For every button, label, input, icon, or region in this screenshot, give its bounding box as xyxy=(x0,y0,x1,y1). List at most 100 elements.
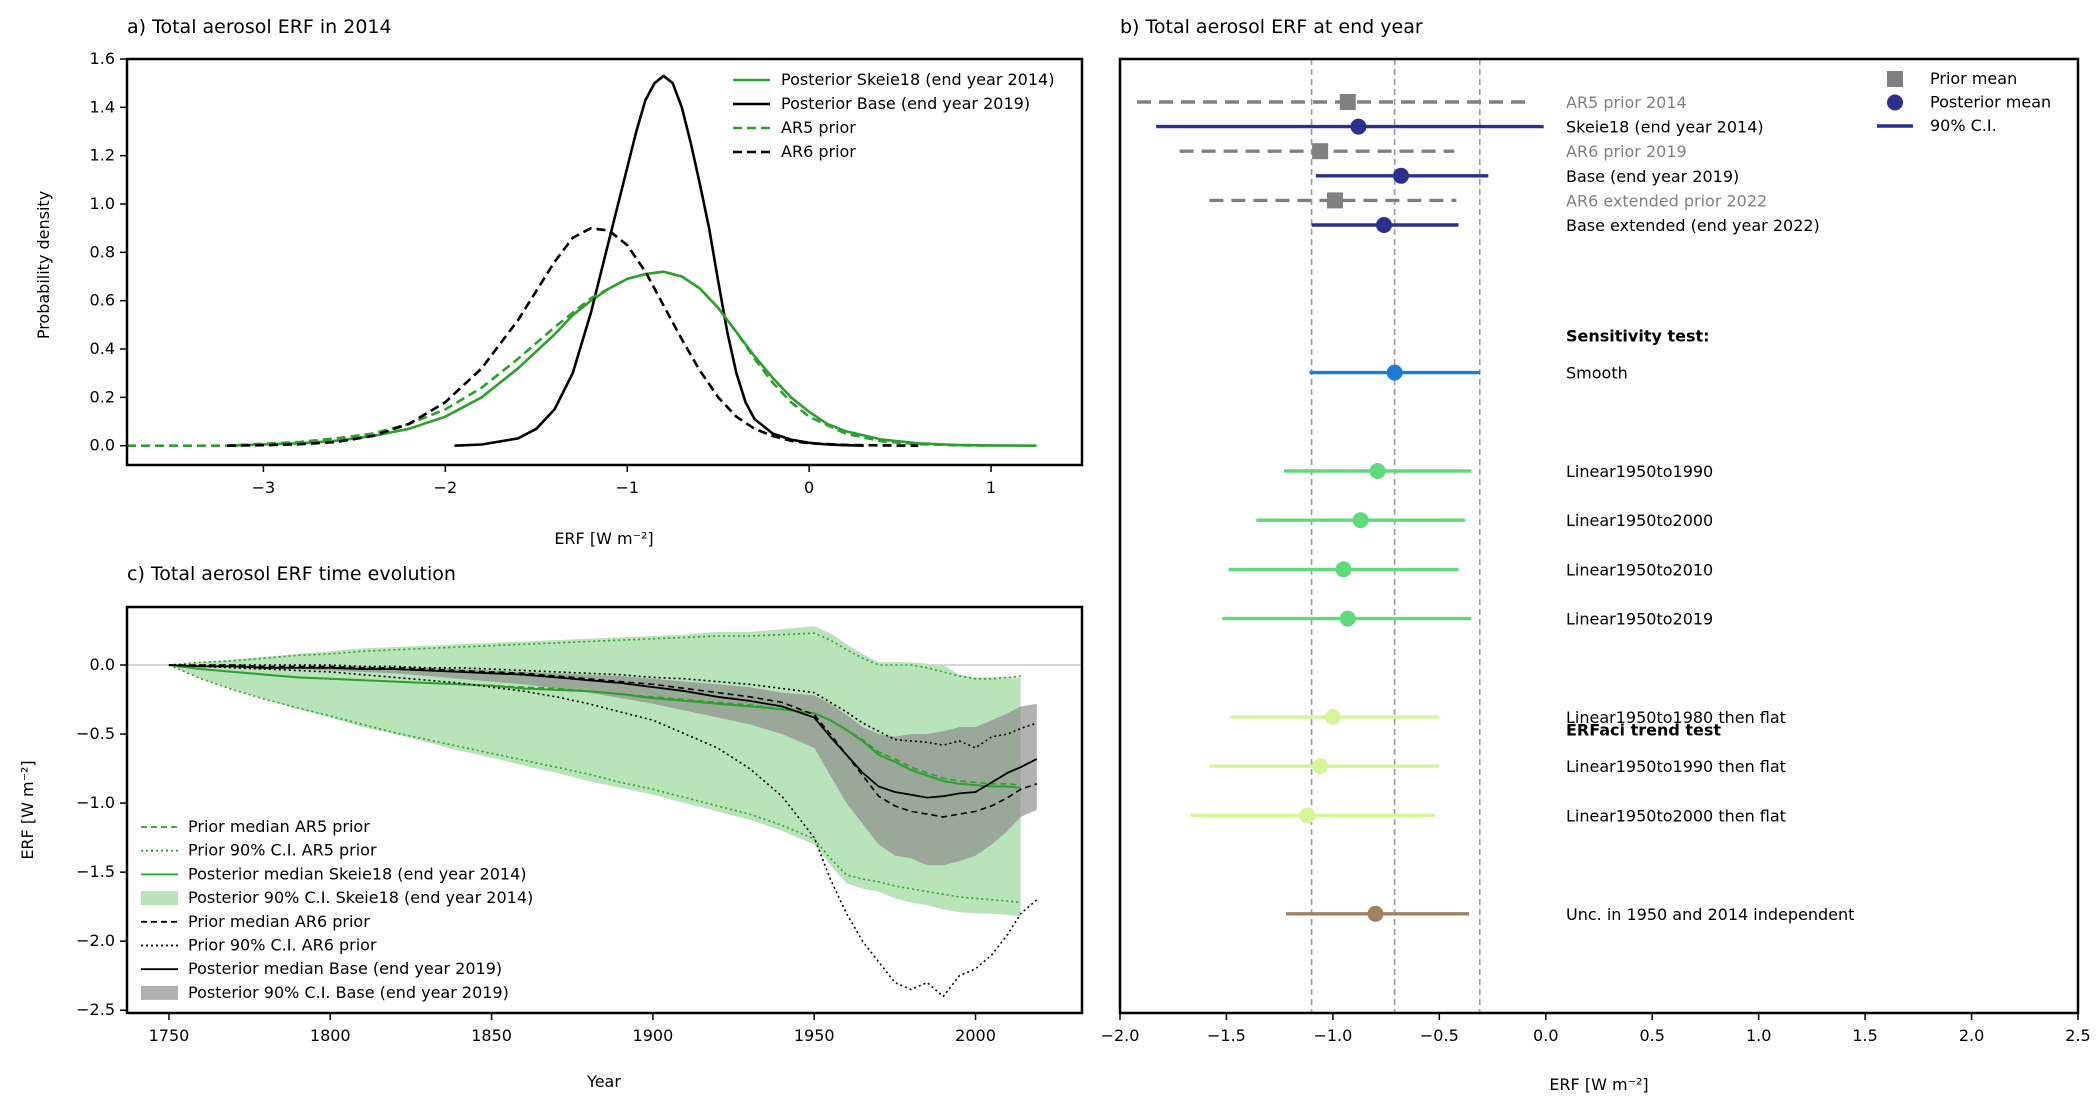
panel-c-title: c) Total aerosol ERF time evolution xyxy=(127,563,456,585)
posterior-mean-marker xyxy=(1335,561,1352,578)
x-tick-label: −0.5 xyxy=(1420,1026,1459,1045)
x-tick-label: 1800 xyxy=(310,1026,351,1045)
row-10: Linear1950to2019 xyxy=(1222,610,1713,629)
section-label: ERFaci trend test xyxy=(1566,720,1721,739)
row-9: Linear1950to2010 xyxy=(1228,560,1713,579)
panel-c-frame xyxy=(125,605,1084,1015)
row-label: AR5 prior 2014 xyxy=(1566,93,1687,112)
y-tick-label: 1.6 xyxy=(90,49,115,68)
legend-marker xyxy=(1887,71,1903,87)
x-tick-label: 1750 xyxy=(149,1026,190,1045)
row-label: Base extended (end year 2022) xyxy=(1566,216,1820,235)
posterior-mean-marker xyxy=(1369,463,1386,479)
x-tick-label: −1.0 xyxy=(1313,1026,1352,1045)
panel-b: b) Total aerosol ERF at end year ERF [W … xyxy=(1101,16,2091,1094)
prior-mean-marker xyxy=(1327,192,1344,209)
prior-mean-marker xyxy=(1339,94,1356,110)
ar5-ci-upper xyxy=(168,632,1021,680)
row-7: Linear1950to1990 xyxy=(1283,462,1713,481)
panel-c-legend: Prior median AR5 prior Prior 90% C.I. AR5… xyxy=(141,817,533,1002)
ar5-ci-lower xyxy=(168,664,1021,904)
x-tick-label: 1900 xyxy=(633,1026,674,1045)
ar5-median xyxy=(168,664,1021,786)
panel-b-legend: Prior mean Posterior mean 90% C.I. xyxy=(1877,69,2051,135)
legend-swatch xyxy=(141,985,178,1000)
row-2: AR6 prior 2019 xyxy=(1179,142,1687,161)
ar6-median xyxy=(168,664,1038,818)
x-tick-label: −3 xyxy=(252,478,276,497)
posterior-mean-marker xyxy=(1375,217,1392,233)
legend-label: Posterior 90% C.I. Base (end year 2019) xyxy=(188,983,509,1002)
row-5: Base extended (end year 2022) xyxy=(1311,216,1820,235)
y-tick-label: 1.0 xyxy=(90,194,115,213)
legend-label: Prior 90% C.I. AR5 prior xyxy=(188,841,377,860)
row-13: Linear1950to2000 then flat xyxy=(1190,806,1786,825)
y-tick-label: 1.2 xyxy=(90,146,115,165)
y-tick-label: 0.6 xyxy=(90,291,115,310)
legend-label: Prior median AR6 prior xyxy=(188,912,370,931)
section-label: Sensitivity test: xyxy=(1566,327,1710,346)
legend-label: Posterior median Skeie18 (end year 2014) xyxy=(188,864,527,883)
panel-c-ticks: 1750 1800 1850 1900 1950 2000 0.0 −0.5 −1.0 −1.5 −… xyxy=(76,655,996,1045)
y-tick-label: 0.0 xyxy=(90,655,115,674)
y-tick-label: 0.8 xyxy=(90,242,115,261)
panel-c-plot xyxy=(127,626,1082,998)
panel-a-lines xyxy=(127,74,1037,447)
panel-a-ylabel: Probability density xyxy=(34,191,53,339)
x-tick-label: 2.0 xyxy=(1959,1026,1984,1045)
posterior-mean-marker xyxy=(1386,364,1403,381)
row-label: Smooth xyxy=(1566,364,1628,383)
row-label: Skeie18 (end year 2014) xyxy=(1566,118,1764,137)
posterior-mean-marker xyxy=(1350,118,1367,135)
row-4: AR6 extended prior 2022 xyxy=(1209,191,1767,210)
y-tick-label: −2.0 xyxy=(76,931,115,950)
x-tick-label: 1850 xyxy=(471,1026,512,1045)
legend-label: Posterior median Base (end year 2019) xyxy=(188,959,502,978)
row-label: Base (end year 2019) xyxy=(1566,167,1739,186)
row-14: Unc. in 1950 and 2014 independent xyxy=(1286,905,1854,924)
y-tick-label: −1.0 xyxy=(76,793,115,812)
y-tick-label: 0.2 xyxy=(90,387,115,406)
posterior-mean-marker xyxy=(1393,167,1410,184)
legend-swatch xyxy=(141,891,178,906)
posterior-mean-marker xyxy=(1367,905,1384,922)
row-label: Linear1950to1990 then flat xyxy=(1566,757,1786,776)
row-3: Base (end year 2019) xyxy=(1315,167,1739,186)
panel-c-xlabel: Year xyxy=(586,1072,621,1091)
panel-c: c) Total aerosol ERF time evolution ERF … xyxy=(18,563,1084,1091)
panel-a: a) Total aerosol ERF in 2014 Probability… xyxy=(34,16,1084,548)
posterior-mean-marker xyxy=(1339,610,1356,627)
x-tick-label: 1 xyxy=(986,478,996,497)
row-1: Skeie18 (end year 2014) xyxy=(1156,118,1764,137)
row-8: Linear1950to2000 xyxy=(1256,511,1713,530)
panel-b-xlabel: ERF [W m⁻²] xyxy=(1549,1075,1648,1094)
x-tick-label: −1.5 xyxy=(1207,1026,1246,1045)
legend-label: Posterior 90% C.I. Skeie18 (end year 201… xyxy=(188,888,533,907)
x-tick-label: 2.5 xyxy=(2065,1026,2090,1045)
skeie18-median xyxy=(168,664,1021,789)
y-tick-label: −2.5 xyxy=(76,1000,115,1019)
panel-a-frame xyxy=(125,57,1084,467)
panel-b-ticks: −2.0 −1.5 −1.0 −0.5 0.0 0.5 1.0 1.5 2.0 2.5 xyxy=(1101,1013,2091,1045)
row-label: Unc. in 1950 and 2014 independent xyxy=(1566,905,1854,924)
x-tick-label: 1.0 xyxy=(1746,1026,1771,1045)
posterior-mean-marker xyxy=(1324,709,1341,725)
density-line-3 xyxy=(226,226,919,447)
panel-c-ylabel: ERF [W m⁻²] xyxy=(18,760,37,859)
legend-label: Prior 90% C.I. AR6 prior xyxy=(188,936,377,955)
panel-a-legend: Posterior Skeie18 (end year 2014) Posteri… xyxy=(733,70,1054,161)
row-0: AR5 prior 2014 xyxy=(1137,93,1687,112)
legend-label: AR5 prior xyxy=(781,118,856,137)
row-label: AR6 extended prior 2022 xyxy=(1566,191,1767,210)
x-tick-label: −2 xyxy=(434,478,458,497)
x-tick-label: −2.0 xyxy=(1101,1026,1140,1045)
legend-label: Posterior Skeie18 (end year 2014) xyxy=(781,70,1054,89)
prior-mean-marker xyxy=(1312,143,1329,160)
x-tick-label: 0.5 xyxy=(1639,1026,1664,1045)
row-label: Linear1950to2019 xyxy=(1566,610,1713,629)
base-median xyxy=(168,664,1038,799)
legend-marker xyxy=(1887,94,1903,111)
row-12: Linear1950to1990 then flat xyxy=(1209,757,1786,776)
row-6: Smooth xyxy=(1309,364,1628,383)
